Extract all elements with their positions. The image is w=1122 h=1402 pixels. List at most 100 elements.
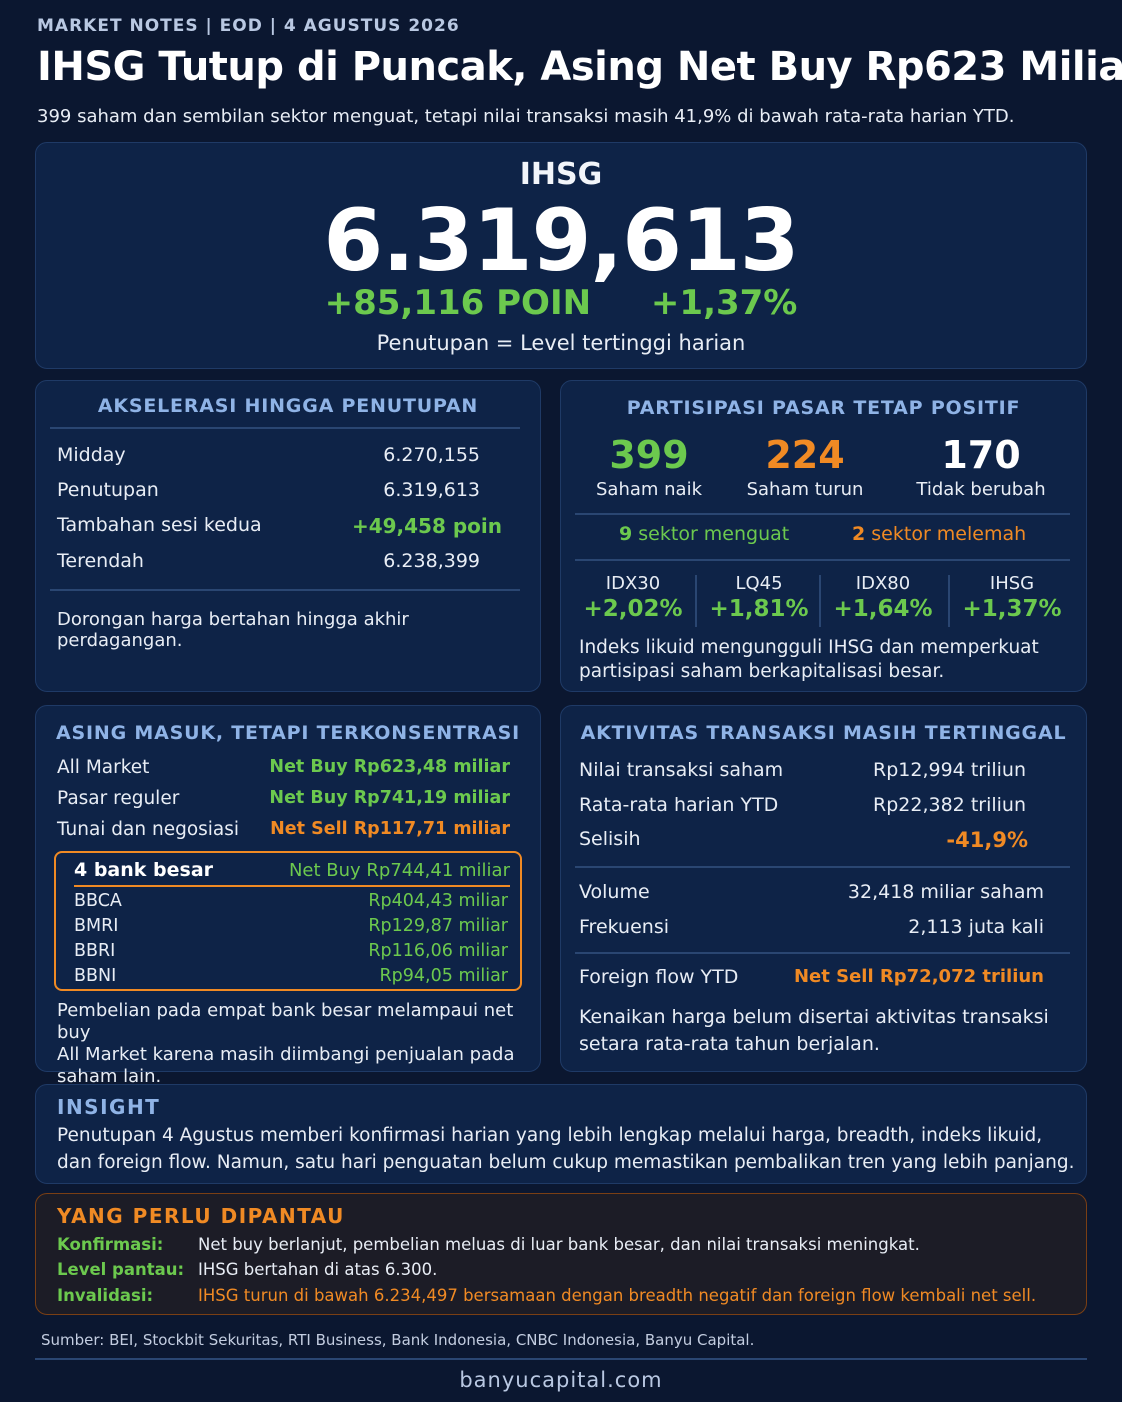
- desc-line: Kenaikan harga belum disertai aktivitas …: [579, 1006, 1049, 1028]
- insight-title: INSIGHT: [57, 1095, 161, 1119]
- row-label: Foreign flow YTD: [579, 966, 739, 988]
- row-label: Tunai dan negosiasi: [57, 819, 240, 840]
- watchlist-title: YANG PERLU DIPANTAU: [57, 1204, 345, 1228]
- akselerasi-row: Terendah 6.238,399: [57, 550, 480, 572]
- row-label: Volume: [579, 881, 650, 903]
- index-change: +2,02%: [583, 596, 683, 622]
- big-banks-header: 4 bank besar Net Buy Rp744,41 miliar: [74, 859, 510, 881]
- hero-value: 6.319,613: [323, 191, 799, 291]
- stat-label: Saham naik: [595, 479, 702, 500]
- row-label: Frekuensi: [579, 916, 669, 938]
- divider: [948, 575, 950, 627]
- index-name: IDX30: [605, 573, 661, 594]
- desc-line: partisipasi saham berkapitalisasi besar.: [579, 661, 945, 682]
- bank-row: BBRI Rp116,06 miliar: [74, 941, 508, 961]
- index-idx30: IDX30 +2,02%: [573, 573, 693, 622]
- index-lq45: LQ45 +1,81%: [699, 573, 819, 622]
- bank-name: BBCA: [74, 891, 122, 911]
- row-value: Rp22,382 triliun: [873, 794, 1026, 816]
- divider: [74, 885, 510, 887]
- sector-down-count: 2: [852, 523, 866, 545]
- row-label: Terendah: [57, 550, 144, 572]
- stat-unchanged: 170 Tidak berubah: [896, 433, 1066, 500]
- hero-note: Penutupan = Level tertinggi harian: [376, 331, 746, 355]
- row-label: Selisih: [579, 828, 641, 850]
- partisipasi-desc: Indeks likuid mengungguli IHSG dan mempe…: [579, 636, 1039, 684]
- activity-row: Volume 32,418 miliar saham: [579, 881, 1044, 903]
- divider: [50, 589, 520, 591]
- row-label: Tambahan sesi kedua: [57, 514, 262, 536]
- ihsg-hero-card: IHSG 6.319,613 +85,116 POIN +1,37% Penut…: [35, 142, 1087, 369]
- row-value: -41,9%: [946, 828, 1028, 852]
- index-name: LQ45: [735, 573, 783, 594]
- row-label: Penutupan: [57, 479, 159, 501]
- aktivitas-card: AKTIVITAS TRANSAKSI MASIH TERTINGGAL Nil…: [560, 705, 1087, 1072]
- bank-row: BMRI Rp129,87 miliar: [74, 916, 508, 936]
- bank-value: Rp404,43 miliar: [368, 891, 508, 911]
- row-value: Net Sell Rp117,71 miliar: [270, 819, 510, 839]
- row-label: Midday: [57, 444, 126, 466]
- akselerasi-card: AKSELERASI HINGGA PENUTUPAN Midday 6.270…: [35, 380, 541, 692]
- activity-row: Rata-rata harian YTD Rp22,382 triliun: [579, 794, 1026, 816]
- activity-row: Foreign flow YTD Net Sell Rp72,072 trili…: [579, 966, 1044, 988]
- bank-value: Rp129,87 miliar: [368, 916, 508, 936]
- divider: [35, 1358, 1087, 1360]
- kicker: MARKET NOTES | EOD | 4 AGUSTUS 2026: [37, 16, 460, 36]
- index-ihsg: IHSG +1,37%: [952, 573, 1072, 622]
- index-name: IDX80: [855, 573, 911, 594]
- foreign-flow-row: Tunai dan negosiasi Net Sell Rp117,71 mi…: [57, 819, 510, 840]
- activity-row: Nilai transaksi saham Rp12,994 triliun: [579, 759, 1026, 781]
- index-name: IHSG: [989, 573, 1035, 594]
- akselerasi-row: Midday 6.270,155: [57, 444, 480, 466]
- foreign-flow-row: All Market Net Buy Rp623,48 miliar: [57, 757, 510, 778]
- stat-decliners: 224 Saham turun: [720, 433, 890, 500]
- aktivitas-desc: Kenaikan harga belum disertai aktivitas …: [579, 1004, 1049, 1058]
- asing-card: ASING MASUK, TETAPI TERKONSENTRASI All M…: [35, 705, 541, 1087]
- partisipasi-card: PARTISIPASI PASAR TETAP POSITIF 399 Saha…: [560, 380, 1087, 692]
- big-banks-box: 4 bank besar Net Buy Rp744,41 miliar BBC…: [54, 851, 522, 991]
- asing-title: ASING MASUK, TETAPI TERKONSENTRASI: [56, 722, 520, 744]
- divider: [575, 513, 1070, 515]
- source-note: Sumber: BEI, Stockbit Sekuritas, RTI Bus…: [41, 1331, 755, 1349]
- bank-name: BMRI: [74, 916, 119, 936]
- insight-line: Penutupan 4 Agustus memberi konfirmasi h…: [57, 1125, 1043, 1146]
- activity-row: Frekuensi 2,113 juta kali: [579, 916, 1044, 938]
- row-label: Pasar reguler: [57, 788, 180, 809]
- bank-name: BBNI: [74, 966, 117, 986]
- bank-value: Rp116,06 miliar: [368, 941, 508, 961]
- page-title: IHSG Tutup di Puncak, Asing Net Buy Rp62…: [37, 44, 1122, 90]
- partisipasi-title: PARTISIPASI PASAR TETAP POSITIF: [626, 397, 1021, 419]
- desc-line: Pembelian pada empat bank besar melampau…: [57, 1000, 514, 1043]
- big-banks-total: Net Buy Rp744,41 miliar: [288, 860, 510, 881]
- akselerasi-row: Penutupan 6.319,613: [57, 479, 480, 501]
- row-value: 6.270,155: [383, 444, 480, 466]
- stat-number: 170: [941, 433, 1021, 477]
- divider: [695, 575, 697, 627]
- sector-down-text: sektor melemah: [871, 523, 1027, 545]
- big-banks-title: 4 bank besar: [74, 859, 214, 881]
- watch-value: IHSG bertahan di atas 6.300.: [198, 1260, 438, 1279]
- akselerasi-title: AKSELERASI HINGGA PENUTUPAN: [97, 395, 479, 417]
- desc-line: saham lain.: [57, 1066, 162, 1087]
- activity-row: Selisih -41,9%: [579, 828, 1028, 852]
- watch-value: Net buy berlanjut, pembelian meluas di l…: [198, 1235, 920, 1254]
- desc-line: All Market karena masih diimbangi penjua…: [57, 1044, 515, 1065]
- watch-key: Invalidasi:: [57, 1286, 154, 1305]
- watch-value: IHSG turun di bawah 6.234,497 bersamaan …: [198, 1286, 1037, 1305]
- stat-advancers: 399 Saham naik: [564, 433, 734, 500]
- index-change: +1,64%: [833, 596, 933, 622]
- index-idx80: IDX80 +1,64%: [823, 573, 943, 622]
- stat-label: Tidak berubah: [916, 479, 1046, 500]
- divider: [575, 866, 1070, 868]
- sector-up-text: sektor menguat: [638, 523, 790, 545]
- bank-row: BBNI Rp94,05 miliar: [74, 966, 508, 986]
- row-value: Net Buy Rp741,19 miliar: [269, 788, 510, 808]
- divider: [575, 952, 1070, 954]
- index-change: +1,81%: [709, 596, 809, 622]
- page-subtitle: 399 saham dan sembilan sektor menguat, t…: [37, 106, 1015, 127]
- foreign-flow-row: Pasar reguler Net Buy Rp741,19 miliar: [57, 788, 510, 809]
- insight-card: INSIGHT Penutupan 4 Agustus memberi konf…: [35, 1084, 1087, 1184]
- divider: [819, 575, 821, 627]
- stat-number: 399: [609, 433, 689, 477]
- site-link[interactable]: banyucapital.com: [459, 1368, 663, 1392]
